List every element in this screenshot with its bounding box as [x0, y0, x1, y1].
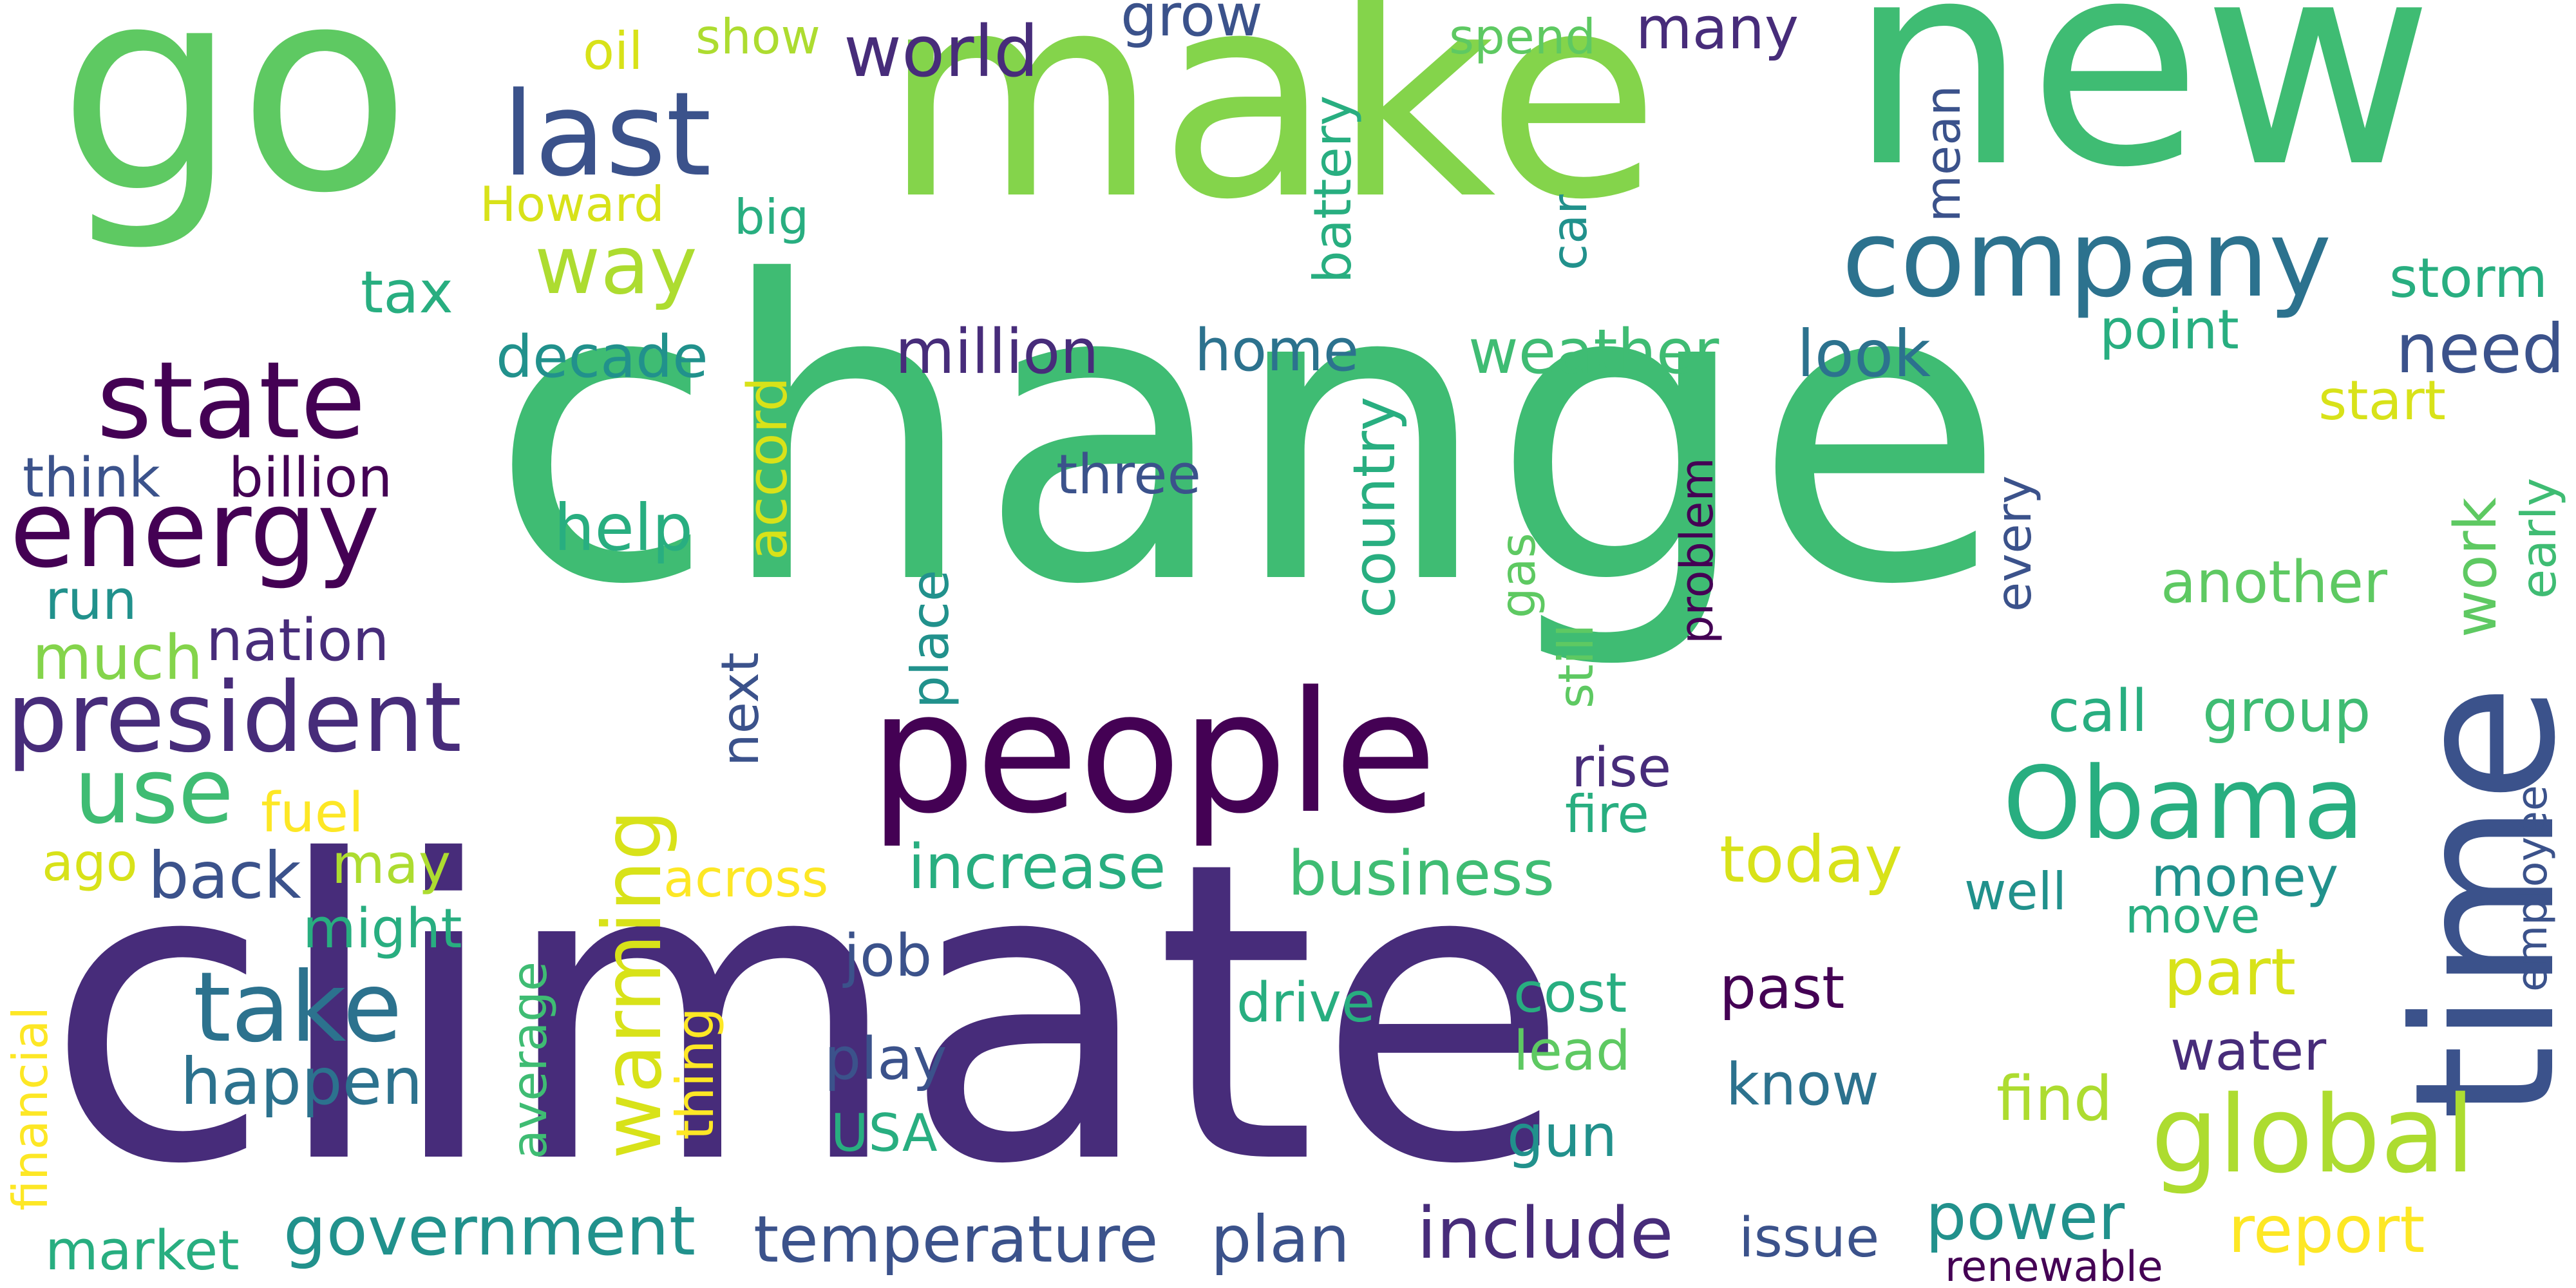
- word-big: big: [734, 189, 810, 245]
- word-work: work: [2442, 497, 2510, 638]
- word-president: president: [6, 662, 462, 774]
- word-accord: accord: [736, 377, 800, 560]
- word-business: business: [1288, 838, 1555, 909]
- word-grow: grow: [1121, 0, 1263, 50]
- word-part: part: [2164, 934, 2297, 1010]
- word-ago: ago: [42, 833, 138, 893]
- word-average: average: [501, 961, 558, 1159]
- word-employee: employee: [2508, 785, 2557, 992]
- word-battery: battery: [1303, 95, 1363, 283]
- word-change: change: [489, 194, 2007, 674]
- word-financial: financial: [2, 1006, 59, 1211]
- word-lead: lead: [1513, 1019, 1631, 1083]
- word-take: take: [193, 952, 402, 1064]
- word-country: country: [1341, 396, 1408, 618]
- word-nation: nation: [206, 607, 390, 674]
- word-fuel: fuel: [261, 781, 364, 845]
- word-rise: rise: [1571, 736, 1672, 800]
- word-billion: billion: [229, 446, 393, 510]
- word-across: across: [663, 849, 829, 909]
- word-people: people: [869, 656, 1437, 851]
- word-point: point: [2099, 298, 2239, 362]
- word-warming: warming: [586, 809, 679, 1159]
- word-cost: cost: [1513, 961, 1627, 1025]
- word-past: past: [1719, 954, 1845, 1022]
- word-gas: gas: [1490, 533, 1546, 618]
- word-tax: tax: [361, 259, 453, 327]
- word-report: report: [2228, 1192, 2425, 1267]
- word-drive: drive: [1236, 971, 1376, 1035]
- word-another: another: [2161, 549, 2387, 616]
- word-world: world: [844, 10, 1039, 93]
- word-might: might: [303, 897, 462, 961]
- word-still: still: [1548, 624, 1604, 708]
- word-play: play: [824, 1025, 947, 1093]
- word-problem: problem: [1671, 457, 1723, 644]
- word-way: way: [535, 219, 697, 312]
- word-new: new: [1848, 0, 2434, 229]
- word-place: place: [900, 569, 960, 708]
- word-usa: USA: [831, 1103, 938, 1163]
- word-global: global: [2151, 1073, 2476, 1197]
- word-call: call: [2048, 677, 2148, 745]
- word-plan: plan: [1211, 1202, 1350, 1277]
- word-group: group: [2202, 677, 2371, 745]
- word-many: many: [1636, 0, 1799, 62]
- word-howard: Howard: [480, 176, 665, 232]
- word-market: market: [45, 1219, 240, 1283]
- word-climate: climate: [45, 774, 1570, 1254]
- word-every: every: [1985, 475, 2042, 612]
- word-look: look: [1797, 316, 1931, 392]
- word-renewable: renewable: [1945, 1243, 2163, 1288]
- word-power: power: [1926, 1179, 2125, 1255]
- word-run: run: [45, 569, 137, 632]
- word-back: back: [148, 838, 301, 913]
- word-include: include: [1417, 1192, 1674, 1274]
- word-well: well: [1964, 862, 2067, 922]
- word-go: go: [58, 0, 412, 255]
- word-increase: increase: [908, 832, 1166, 903]
- word-know: know: [1726, 1051, 1879, 1119]
- word-weather: weather: [1468, 317, 1719, 388]
- word-energy: energy: [10, 468, 380, 591]
- word-fire: fire: [1565, 784, 1649, 844]
- word-three: three: [1056, 443, 1201, 507]
- word-think: think: [23, 446, 160, 510]
- word-last: last: [502, 68, 712, 202]
- word-help: help: [554, 490, 694, 565]
- word-use: use: [74, 739, 234, 844]
- word-home: home: [1195, 317, 1359, 384]
- word-move: move: [2125, 887, 2260, 944]
- word-water: water: [2170, 1019, 2327, 1083]
- word-today: today: [1719, 822, 1903, 897]
- word-show: show: [696, 8, 820, 65]
- word-gun: gun: [1507, 1103, 1618, 1170]
- word-car: car: [1541, 194, 1598, 270]
- word-make: make: [882, 0, 1661, 261]
- word-storm: storm: [2389, 247, 2548, 310]
- word-happen: happen: [180, 1044, 423, 1119]
- word-start: start: [2318, 369, 2446, 433]
- word-next: next: [710, 652, 770, 766]
- word-company: company: [1842, 197, 2332, 321]
- word-need: need: [2396, 310, 2565, 388]
- word-may: may: [332, 833, 451, 896]
- word-find: find: [1996, 1064, 2113, 1135]
- word-obama: Obama: [2003, 745, 2365, 862]
- word-job: job: [844, 922, 933, 990]
- word-decade: decade: [496, 323, 708, 391]
- word-million: million: [895, 317, 1099, 388]
- word-thing: thing: [665, 1007, 725, 1140]
- word-temperature: temperature: [753, 1202, 1159, 1277]
- word-spend: spend: [1449, 8, 1596, 65]
- word-early: early: [2510, 477, 2567, 599]
- word-state: state: [97, 339, 366, 462]
- word-government: government: [283, 1192, 696, 1271]
- word-oil: oil: [583, 21, 643, 81]
- word-mean: mean: [1915, 85, 1971, 222]
- word-much: much: [32, 623, 204, 694]
- word-issue: issue: [1739, 1206, 1880, 1270]
- word-money: money: [2151, 846, 2339, 909]
